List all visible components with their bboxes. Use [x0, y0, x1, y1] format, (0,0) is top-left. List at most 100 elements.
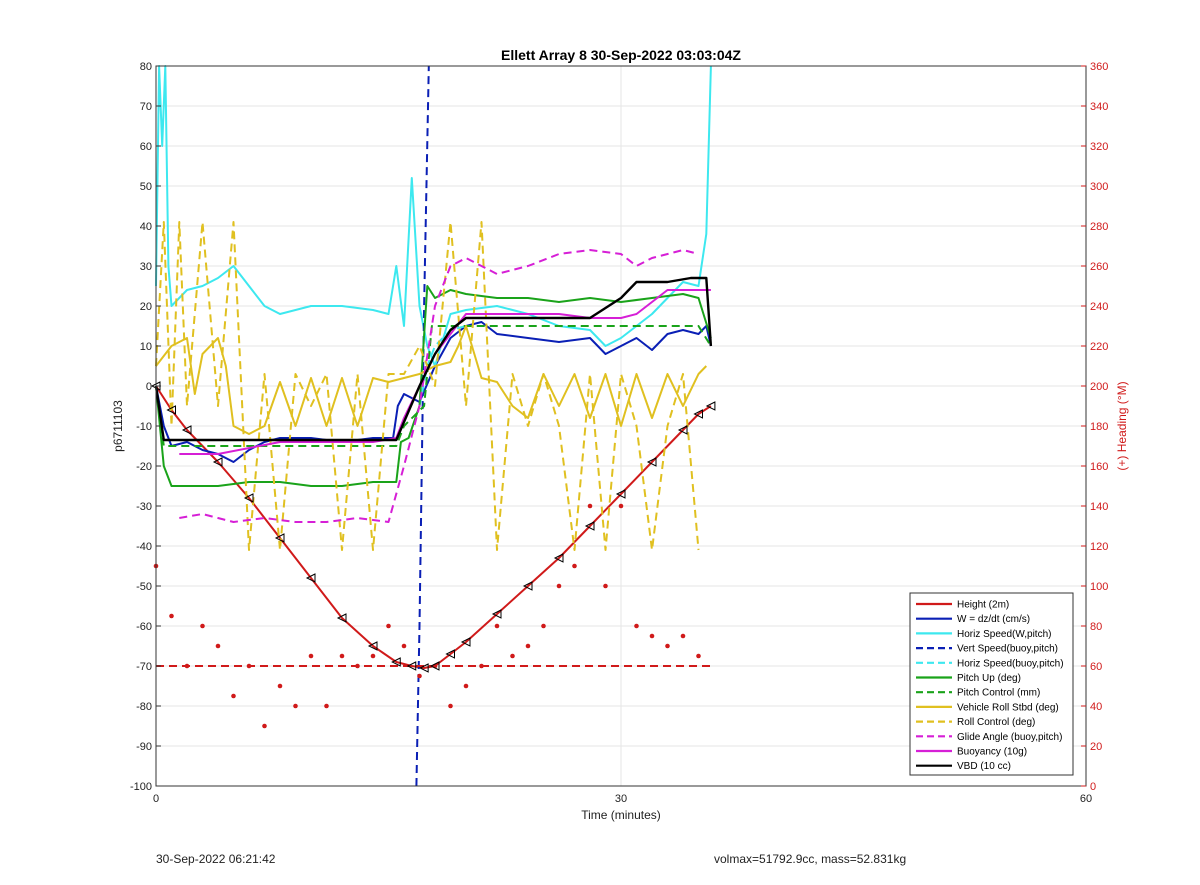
series-line-glide-angle-buoy-pitch [179, 249, 699, 523]
y2-tick-label: 80 [1090, 621, 1102, 633]
footer-volume-mass: volmax=51792.9cc, mass=52.831kg [714, 852, 907, 866]
series-line-vert-speed-buoy-pitch [415, 65, 430, 787]
legend-box [909, 592, 1074, 776]
heading-point [277, 683, 283, 689]
heading-point [417, 673, 422, 679]
height-marker [181, 425, 192, 435]
height-marker [705, 401, 716, 411]
y-tick-label: -60 [136, 621, 152, 633]
height-marker [677, 425, 688, 435]
y2-tick-label: 0 [1090, 781, 1096, 793]
heading-point [293, 703, 298, 709]
y2-tick-label: 100 [1090, 581, 1108, 593]
legend-label: Vert Speed(buoy,pitch) [957, 644, 1058, 655]
legend-label: Pitch Up (deg) [957, 673, 1021, 684]
height-marker [491, 609, 502, 619]
y-tick-label: 10 [140, 341, 152, 353]
y-tick-label: 0 [146, 381, 152, 393]
heading-dots-layer [153, 503, 701, 729]
height-marker [429, 661, 440, 671]
ticks-layer: 80706050403020100-10-20-30-40-50-60-70-8… [130, 61, 1108, 805]
y-tick-label: -90 [136, 741, 152, 753]
height-marker [615, 489, 626, 499]
y2-tick-label: 20 [1090, 741, 1102, 753]
height-marker [693, 409, 703, 419]
heading-point [494, 623, 500, 629]
y-tick-label: -50 [136, 581, 152, 593]
y-tick-label: -40 [136, 541, 152, 553]
y-tick-label: 80 [140, 61, 152, 73]
legend-label: Height (2m) [957, 600, 1009, 611]
y2-tick-label: 340 [1090, 101, 1108, 113]
heading-point [339, 653, 345, 659]
footer-timestamp: 30-Sep-2022 06:21:42 [156, 852, 276, 866]
legend-label: Horiz Speed(W,pitch) [957, 629, 1051, 640]
heading-point [510, 653, 515, 659]
y2-tick-label: 160 [1090, 461, 1108, 473]
series-layer [154, 65, 713, 787]
heading-point [572, 563, 577, 569]
heading-point [680, 633, 686, 639]
legend-label: Buoyancy (10g) [957, 747, 1027, 758]
heading-point [401, 643, 407, 649]
series-line-horiz-speed-w-pitch [155, 65, 712, 367]
height-marker [522, 581, 533, 591]
heading-point [215, 643, 221, 649]
height-marker [274, 533, 285, 543]
y2-tick-label: 360 [1090, 61, 1108, 73]
series-line-buoyancy-10g [179, 289, 711, 455]
heading-point [618, 503, 624, 509]
x-axis-label: Time (minutes) [581, 808, 661, 822]
heading-point [324, 703, 329, 709]
height-marker [445, 649, 455, 659]
heading-point [556, 583, 562, 589]
legend-label: Glide Angle (buoy,pitch) [957, 732, 1062, 743]
heading-point [587, 503, 593, 509]
y2-tick-label: 40 [1090, 701, 1102, 713]
y2-tick-label: 320 [1090, 141, 1108, 153]
heading-point [649, 633, 655, 639]
height-marker [212, 457, 223, 467]
heading-point [262, 723, 267, 729]
legend: Height (2m) W = dz/dt (cm/s) Horiz Speed(W… [909, 592, 1074, 776]
y2-tick-label: 60 [1090, 661, 1102, 673]
legend-label: Roll Control (deg) [957, 717, 1035, 728]
y-tick-label: -100 [130, 781, 152, 793]
y2-tick-label: 280 [1090, 221, 1108, 233]
y2-tick-label: 240 [1090, 301, 1108, 313]
y2-tick-label: 200 [1090, 381, 1108, 393]
legend-label: Horiz Speed(buoy,pitch) [957, 658, 1064, 669]
heading-point [370, 653, 376, 659]
heading-point [696, 653, 701, 659]
y2-axis-label: (+) Heading (°M) [1115, 381, 1129, 470]
y-tick-label: 50 [140, 181, 152, 193]
heading-point [665, 643, 670, 649]
legend-label: W = dz/dt (cm/s) [957, 614, 1030, 625]
y-tick-label: -10 [136, 421, 152, 433]
x-tick-label: 0 [153, 793, 159, 805]
height-markers-layer [150, 381, 716, 673]
y-tick-label: -20 [136, 461, 152, 473]
heading-point [448, 703, 453, 709]
y2-tick-label: 180 [1090, 421, 1108, 433]
series-line-w-dz-dt-cm-s [155, 321, 712, 463]
x-tick-label: 60 [1080, 793, 1092, 805]
y-axis-label: p6711103 [111, 400, 125, 452]
heading-point [603, 583, 608, 589]
height-marker [584, 521, 595, 531]
x-tick-label: 30 [615, 793, 627, 805]
y-tick-label: -80 [136, 701, 152, 713]
height-marker [336, 613, 347, 623]
height-marker [646, 457, 657, 467]
series-line-pitch-control-mm [155, 325, 712, 447]
height-marker [460, 637, 471, 647]
height-marker [367, 641, 378, 651]
y-tick-label: 20 [140, 301, 152, 313]
y2-tick-label: 220 [1090, 341, 1108, 353]
heading-point [541, 623, 546, 629]
heading-point [355, 663, 360, 669]
height-marker [391, 657, 401, 667]
heading-point [463, 683, 469, 689]
heading-point [246, 663, 252, 669]
